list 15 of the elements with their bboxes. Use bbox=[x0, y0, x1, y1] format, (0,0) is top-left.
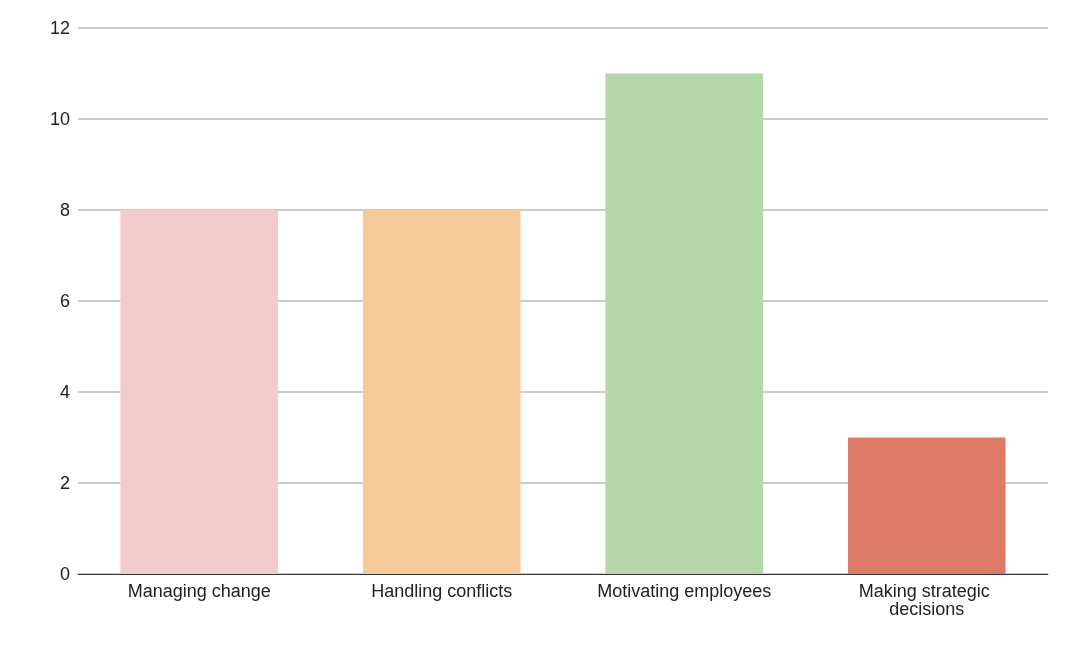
y-tick-label: 4 bbox=[59, 382, 70, 402]
y-tick-label: 6 bbox=[59, 291, 70, 311]
bar bbox=[605, 73, 764, 574]
y-tick-label: 0 bbox=[59, 564, 70, 584]
y-tick-label: 8 bbox=[59, 200, 70, 220]
x-tick-label: Motivating employees bbox=[597, 581, 772, 601]
x-tick-label: Making strategic decisions bbox=[858, 581, 995, 619]
x-tick-label: Managing change bbox=[127, 581, 271, 601]
y-tick-label: 2 bbox=[59, 473, 70, 493]
bar bbox=[120, 210, 279, 574]
bar bbox=[847, 437, 1006, 574]
x-tick-label: Handling conflicts bbox=[371, 581, 513, 601]
y-tick-label: 12 bbox=[49, 18, 70, 38]
y-tick-label: 10 bbox=[49, 109, 70, 129]
bar bbox=[362, 210, 521, 574]
